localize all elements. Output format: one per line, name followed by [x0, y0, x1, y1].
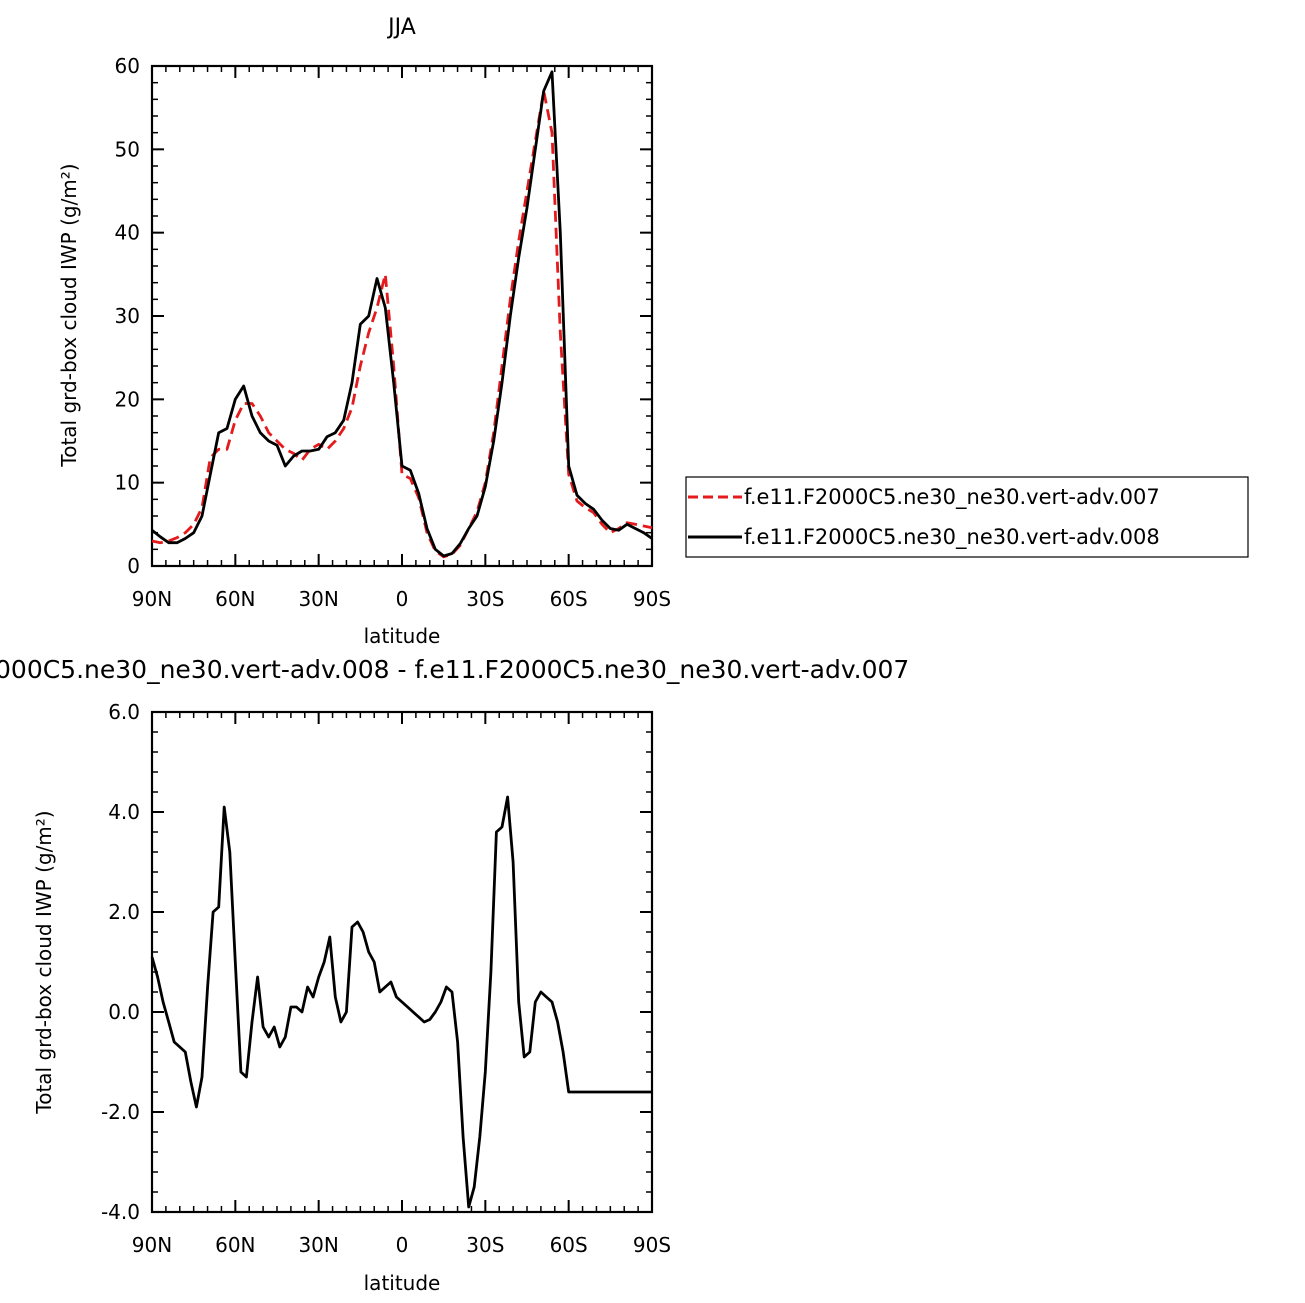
y-tick-label: 20 — [115, 387, 140, 411]
y-tick-label: 0 — [127, 554, 140, 578]
plot-frame — [150, 710, 654, 1214]
top-chart-title: JJA — [386, 15, 416, 40]
y-tick-label: 60 — [115, 54, 140, 78]
x-tick-label: 30S — [466, 1233, 504, 1257]
bottom-panel: f.e11.F2000C5.ne30_ne30.vert-adv.008 - f… — [0, 655, 909, 1295]
y-tick-label: -2.0 — [101, 1100, 140, 1124]
series-line-2 — [151, 70, 653, 558]
x-tick-label: 90N — [132, 587, 172, 611]
legend: f.e11.F2000C5.ne30_ne30.vert-adv.007 f.e… — [685, 476, 1249, 558]
x-tick-label: 60N — [215, 587, 255, 611]
legend-label-series-2: f.e11.F2000C5.ne30_ne30.vert-adv.008 — [744, 525, 1160, 550]
series-line-1 — [151, 89, 653, 559]
x-tick-label: 60S — [550, 1233, 588, 1257]
bottom-plot-area: 90N 60N 30N 0 30S 60S 90S -4.0 -2.0 0.0 2.0 4.0 6.0 — [101, 700, 671, 1257]
y-tick-label: 6.0 — [108, 700, 140, 724]
y-tick-label: 50 — [115, 137, 140, 161]
y-tick-label: 4.0 — [108, 800, 140, 824]
y-tick-label: 10 — [115, 471, 140, 495]
y-tick-label: 0.0 — [108, 1000, 140, 1024]
x-tick-label: 30S — [466, 587, 504, 611]
x-tick-label: 60S — [550, 587, 588, 611]
y-tick-label: 30 — [115, 304, 140, 328]
bottom-y-axis-label: Total grd-box cloud IWP (g/m²) — [32, 810, 56, 1114]
legend-box — [685, 476, 1249, 558]
y-tick-label: 2.0 — [108, 900, 140, 924]
top-y-axis-label: Total grd-box cloud IWP (g/m²) — [57, 163, 81, 467]
x-tick-label: 90S — [633, 1233, 671, 1257]
y-tick-label: 40 — [115, 221, 140, 245]
x-tick-label: 0 — [396, 587, 409, 611]
legend-label-series-1: f.e11.F2000C5.ne30_ne30.vert-adv.007 — [744, 485, 1160, 510]
top-panel: JJA 90N 60N 30N 0 30S 60S 90S 0 10 20 30 40 50 60 lat… — [57, 15, 671, 648]
x-tick-label: 60N — [215, 1233, 255, 1257]
top-plot-area: 90N 60N 30N 0 30S 60S 90S 0 10 20 30 40 50 60 — [115, 54, 672, 611]
y-tick-label: -4.0 — [101, 1200, 140, 1224]
bottom-x-axis-label: latitude — [364, 1271, 441, 1295]
x-tick-label: 30N — [298, 1233, 338, 1257]
series-line-1 — [150, 795, 652, 1209]
x-tick-label: 90S — [633, 587, 671, 611]
x-tick-label: 30N — [298, 587, 338, 611]
x-tick-label: 0 — [396, 1233, 409, 1257]
x-tick-label: 90N — [132, 1233, 172, 1257]
bottom-chart-title: f.e11.F2000C5.ne30_ne30.vert-adv.008 - f… — [0, 655, 909, 684]
top-x-axis-label: latitude — [364, 624, 441, 648]
